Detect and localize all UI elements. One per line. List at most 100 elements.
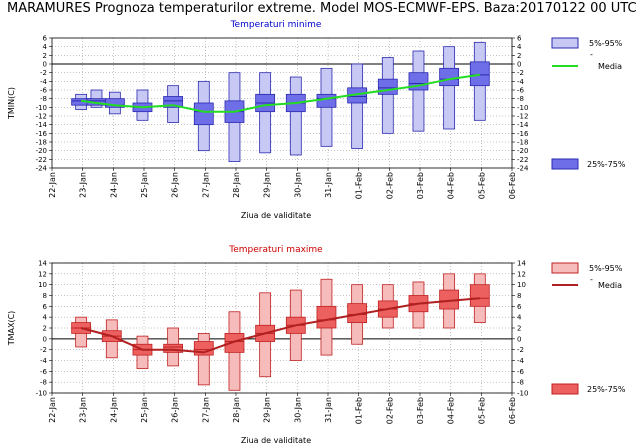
y-tick-label-right: 4 xyxy=(517,314,522,322)
box-25-75 xyxy=(193,102,214,126)
box-5-95 xyxy=(412,50,425,132)
x-tick-label: 29-Jan xyxy=(263,172,272,198)
tmin-legend-label-5-95: 5%-95% xyxy=(589,39,623,48)
y-tick-label-right: 2 xyxy=(517,52,521,60)
y-tick-label-left: 6 xyxy=(43,35,48,43)
box-item xyxy=(132,335,153,370)
y-tick-label-right: -12 xyxy=(517,113,528,121)
y-tick-label-right: -6 xyxy=(517,87,525,95)
y-tick-label-right: -6 xyxy=(517,368,525,376)
tmin-chart: Temperaturi minime TMIN(C) Ziua de valid… xyxy=(7,20,626,220)
y-tick-label-left: -16 xyxy=(36,130,48,138)
x-tick-label: 24-Jan xyxy=(109,172,118,198)
box-item xyxy=(316,67,337,147)
box-item xyxy=(104,91,125,115)
y-tick-label-right: 2 xyxy=(517,325,521,333)
box-25-75 xyxy=(163,343,184,353)
y-tick-label-left: -6 xyxy=(40,87,48,95)
y-tick-label-right: 0 xyxy=(517,61,521,69)
x-tick-label: 05-Feb xyxy=(477,397,486,424)
x-tick-label: 04-Feb xyxy=(447,397,456,424)
media-polyline xyxy=(80,297,480,354)
tmin-boxes xyxy=(71,41,490,162)
y-tick-label-left: 4 xyxy=(43,314,48,322)
tmax-tick-labels: -10 -10 -8 -8 -6 -6 -4 -4 -2 -2 0 0 2 2 4 4 6 6 8 8 10 10 12 12… xyxy=(36,260,529,425)
y-tick-label-left: 10 xyxy=(38,281,47,289)
tmin-plot-frame xyxy=(51,37,513,169)
x-tick-label: 01-Feb xyxy=(355,397,364,424)
tmin-legend: 5%-95% - Media 25%-75% xyxy=(551,37,626,170)
y-tick-label-right: 6 xyxy=(517,35,522,43)
x-tick-label: 02-Feb xyxy=(385,397,394,424)
media-polyline xyxy=(80,73,480,113)
tmax-chart-title: Temperaturi maxime xyxy=(228,245,323,255)
y-tick-label-left: -10 xyxy=(36,104,47,112)
y-tick-label-right: 0 xyxy=(517,335,521,343)
box-25-75 xyxy=(163,96,184,108)
y-tick-label-right: -8 xyxy=(517,379,524,387)
box-25-75 xyxy=(469,61,490,87)
x-tick-label: 06-Feb xyxy=(508,172,517,199)
tmin-legend-swatch-5-95 xyxy=(551,37,579,49)
box-item xyxy=(316,278,337,356)
box-5-95 xyxy=(289,76,302,156)
tmax-legend-label-5-95: 5%-95% xyxy=(589,264,623,273)
box-item xyxy=(439,46,460,130)
x-tick-label: 26-Jan xyxy=(171,397,180,423)
x-tick-label: 26-Jan xyxy=(171,172,180,198)
y-tick-label-right: 8 xyxy=(517,292,521,300)
tmin-legend-swatch-25-75 xyxy=(551,158,579,170)
tmax-plot-frame xyxy=(51,262,513,394)
tmin-legend-label-25-75: 25%-75% xyxy=(587,160,626,169)
tmax-media-line xyxy=(80,297,480,354)
tmax-legend-label-media: Media xyxy=(598,281,622,290)
box-item xyxy=(193,333,214,386)
y-tick-label-left: 2 xyxy=(43,325,47,333)
y-tick-label-left: -6 xyxy=(40,368,48,376)
y-tick-label-right: -4 xyxy=(517,78,525,86)
y-tick-label-left: -2 xyxy=(40,69,47,77)
y-tick-label-right: 12 xyxy=(517,270,526,278)
y-tick-label-left: 8 xyxy=(43,292,47,300)
x-tick-label: 27-Jan xyxy=(201,397,210,423)
tmin-media-line xyxy=(80,73,480,113)
x-tick-label: 03-Feb xyxy=(416,172,425,199)
x-tick-label: 03-Feb xyxy=(416,397,425,424)
tmax-x-axis-label: Ziua de validitate xyxy=(241,436,311,445)
y-tick-label-right: -20 xyxy=(517,147,528,155)
tmin-tick-labels: -24 -24-22 -22-20 -20-18 -18-16 -16-14 -14-12-… xyxy=(36,35,529,200)
box-item xyxy=(224,72,245,162)
box-25-75 xyxy=(316,93,337,108)
tmax-legend-swatch-25-75 xyxy=(551,383,579,395)
y-tick-label-left: -10 xyxy=(36,390,47,398)
box-item xyxy=(408,50,429,132)
tmax-legend-median-marker: - xyxy=(590,275,593,284)
x-tick-label: 04-Feb xyxy=(447,172,456,199)
box-item xyxy=(71,316,92,348)
box-item xyxy=(193,80,214,152)
y-tick-label-left: 12 xyxy=(38,270,47,278)
y-tick-label-right: -8 xyxy=(517,95,524,103)
y-tick-label-left: -14 xyxy=(36,121,48,129)
tmin-y-axis-label: TMIN(C) xyxy=(7,87,16,120)
y-tick-label-left: -4 xyxy=(40,357,48,365)
y-tick-label-right: 6 xyxy=(517,303,522,311)
y-tick-label-right: 14 xyxy=(517,260,526,268)
box-5-95 xyxy=(197,333,210,386)
y-tick-label-left: -18 xyxy=(36,139,47,147)
x-tick-label: 23-Jan xyxy=(79,397,88,423)
y-tick-label-left: 6 xyxy=(43,303,48,311)
x-tick-label: 28-Jan xyxy=(232,172,241,198)
box-25-75 xyxy=(224,333,245,353)
x-tick-label: 31-Jan xyxy=(324,172,333,198)
x-tick-label: 31-Jan xyxy=(324,397,333,423)
y-tick-label-left: -2 xyxy=(40,346,47,354)
x-tick-label: 30-Jan xyxy=(293,397,302,423)
box-item xyxy=(255,72,276,154)
y-tick-label-left: -8 xyxy=(40,95,47,103)
y-tick-label-right: -22 xyxy=(517,156,528,164)
x-tick-label: 25-Jan xyxy=(140,172,149,198)
box-25-75 xyxy=(439,67,460,87)
x-tick-label: 01-Feb xyxy=(355,172,364,199)
